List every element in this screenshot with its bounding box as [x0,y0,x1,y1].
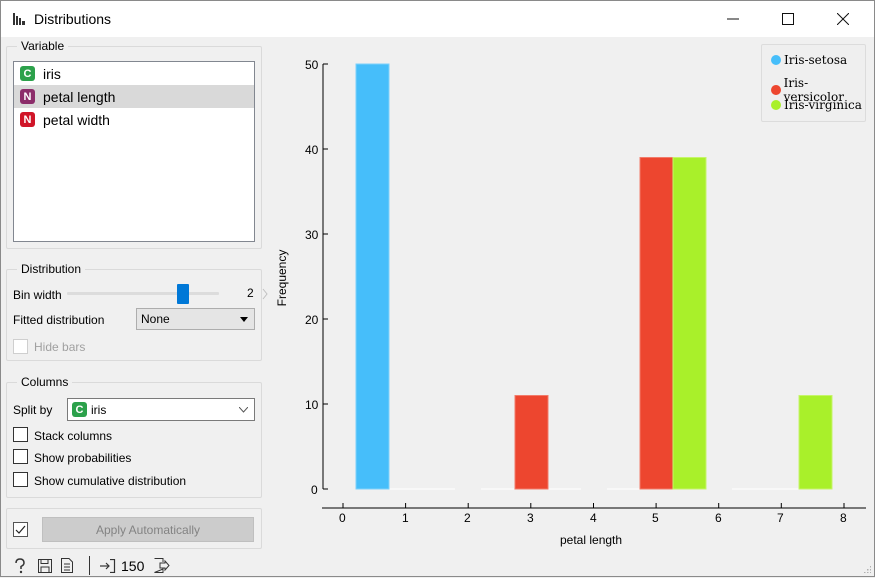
categorical-icon: C [72,402,87,417]
x-tick-label: 6 [715,511,722,525]
stack-columns-checkbox[interactable] [13,427,28,442]
close-icon [837,13,849,25]
resize-grip-icon[interactable] [863,565,871,573]
title-bar: Distributions [1,1,874,37]
show-probabilities-checkbox[interactable] [13,449,28,464]
y-tick-label: 30 [305,228,319,242]
categorical-icon: C [20,66,35,81]
x-tick-label: 0 [339,511,346,525]
bin-width-value: 2 [247,286,254,300]
legend-label: Iris-versicolor [783,76,844,104]
report-icon[interactable] [61,558,73,573]
chevron-down-icon [239,407,248,413]
input-icon [100,559,116,573]
legend-dot-icon [771,55,781,65]
columns-group-title: Columns [17,375,73,389]
variable-item-label: iris [43,65,61,82]
show-probabilities-label: Show probabilities [34,451,132,465]
hide-bars-checkbox[interactable] [13,339,28,354]
variable-group: Variable [6,39,262,249]
x-tick-label: 7 [777,511,784,525]
y-axis-title: Frequency [275,249,289,307]
numeric-icon: N [20,89,35,104]
show-cumulative-label: Show cumulative distribution [34,474,187,488]
x-tick-label: 2 [464,511,471,525]
split-by-select[interactable]: C iris [67,398,255,421]
bin-width-slider-handle[interactable] [177,284,189,304]
split-by-value: iris [91,402,107,417]
auto-apply-checkbox[interactable] [13,522,28,537]
variable-item-petal-width[interactable]: N petal width [14,108,254,131]
bar-versicolor-4-6[interactable] [639,157,674,490]
legend-label: Iris-virginica [784,98,862,112]
x-tick-label: 4 [590,511,597,525]
numeric-icon: N [20,112,35,127]
chart-legend: Iris-setosa Iris-versicolor Iris-virgini… [761,44,866,122]
stack-columns-label: Stack columns [34,429,113,443]
bar-chart-icon [13,13,27,25]
variable-item-label: petal length [43,88,116,105]
apply-automatically-button[interactable]: Apply Automatically [42,517,254,542]
hide-bars-label: Hide bars [34,340,86,354]
legend-dot-icon [771,100,781,110]
split-by-label: Split by [13,403,53,417]
legend-label: Iris-setosa [784,53,848,67]
close-button[interactable] [820,1,866,37]
maximize-button[interactable] [765,1,811,37]
splitter-collapse-icon[interactable] [262,288,268,300]
variable-item-label: petal width [43,111,110,128]
y-tick-label: 10 [305,398,319,412]
fitted-distribution-value: None [141,312,170,326]
bar-virginica-4-6[interactable] [672,157,707,490]
columns-group: Columns [6,375,262,498]
x-tick-label: 5 [652,511,659,525]
legend-item-virginica: Iris-virginica [771,98,862,112]
y-ticks [323,63,328,490]
window-title: Distributions [34,11,112,27]
y-tick-label: 50 [305,58,319,72]
minimize-button[interactable] [710,1,756,37]
input-count: 150 [121,558,145,574]
y-tick-label: 40 [305,143,319,157]
x-ticks [342,503,845,508]
legend-item-setosa: Iris-setosa [771,53,847,67]
variable-list[interactable]: C iris N petal length N petal width [13,61,255,242]
show-cumulative-checkbox[interactable] [13,472,28,487]
y-tick-label: 20 [305,313,319,327]
distribution-group: Distribution [6,262,262,361]
maximize-icon [782,13,794,25]
save-icon[interactable] [38,559,52,573]
variable-item-iris[interactable]: C iris [14,62,254,85]
dropdown-arrow-icon [240,317,248,322]
fitted-distribution-label: Fitted distribution [13,313,105,327]
legend-dot-icon [771,85,781,95]
bin-width-slider-track[interactable] [67,292,219,295]
bin-width-label: Bin width [13,288,62,302]
minimize-icon [727,18,739,20]
x-tick-label: 1 [402,511,409,525]
variable-item-petal-length[interactable]: N petal length [14,85,254,108]
bar-setosa-0-2[interactable] [355,63,390,490]
bar-versicolor-2-4[interactable] [514,395,549,490]
bar-virginica-6-8[interactable] [798,395,833,490]
legend-item-versicolor: Iris-versicolor [771,76,865,104]
checkmark-icon [15,525,26,534]
output-icon [154,558,170,573]
x-tick-label: 8 [840,511,847,525]
x-tick-label: 3 [527,511,534,525]
fitted-distribution-select[interactable]: None [136,308,255,330]
footer-divider [89,556,90,575]
y-tick-label: 0 [311,483,318,497]
apply-group [6,508,262,549]
x-axis-title: petal length [560,533,623,547]
help-icon[interactable] [14,558,26,574]
variable-group-title: Variable [17,39,69,53]
distribution-group-title: Distribution [17,262,86,276]
